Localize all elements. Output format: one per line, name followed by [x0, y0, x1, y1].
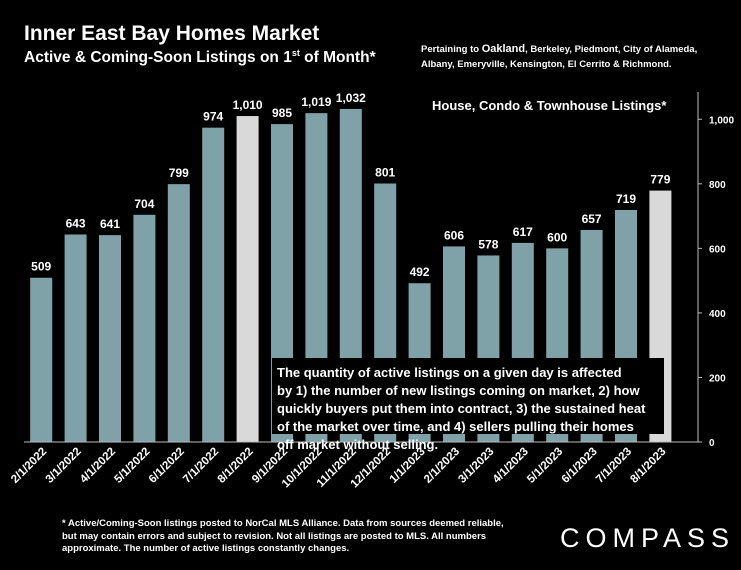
chart-subtitle: Active & Coming-Soon Listings on 1st of … [24, 48, 376, 67]
annotation-line: quickly buyers put them into contract, 3… [277, 401, 646, 416]
bar-6/1/2022 [167, 184, 190, 442]
x-tick-label: 3/1/2023 [456, 446, 496, 486]
note-city: Oakland [481, 43, 526, 55]
bar-2/1/2022 [30, 277, 53, 442]
compass-logo: COMPASS [560, 523, 736, 553]
y-tick-label: 800 [709, 180, 726, 191]
note-rest: , Berkeley, Piedmont, City of Alameda, A… [421, 44, 698, 70]
bar-value-label: 985 [272, 106, 292, 120]
coverage-note: Pertaining to Oakland, Berkeley, Piedmon… [421, 42, 726, 72]
y-tick-label: 600 [709, 244, 726, 255]
legend-label: House, Condo & Townhouse Listings* [432, 98, 667, 113]
bar-value-label: 719 [616, 192, 636, 206]
bar-value-label: 578 [478, 237, 498, 251]
bar-value-label: 1,019 [301, 95, 331, 109]
bar-chart: 509 2/1/2022 643 3/1/2022 641 4/1/2022 704 5/1/… [9, 91, 734, 490]
annotation-box [272, 358, 664, 434]
bar-5/1/2022 [133, 214, 156, 442]
footnote: * Active/Coming-Soon listings posted to … [62, 518, 504, 554]
x-tick-label: 8/1/2022 [216, 446, 256, 486]
x-tick-label: 3/1/2022 [44, 446, 84, 486]
bar-value-label: 801 [375, 165, 395, 179]
x-tick-label: 6/1/2022 [147, 446, 187, 486]
y-tick-label: 400 [709, 309, 726, 320]
x-tick-label: 7/1/2022 [181, 446, 221, 486]
y-tick-label: 0 [709, 438, 715, 449]
subtitle-main: Active & Coming-Soon Listings on 1 [24, 49, 292, 67]
note-prefix: Pertaining to [421, 44, 482, 55]
bar-value-label: 641 [100, 217, 120, 231]
bar-value-label: 617 [513, 225, 533, 239]
x-tick-label: 8/1/2023 [628, 446, 668, 486]
x-tick-label: 7/1/2023 [594, 446, 634, 486]
bar-value-label: 492 [410, 265, 430, 279]
bar-value-label: 643 [66, 216, 86, 230]
bar-value-label: 974 [203, 110, 223, 124]
x-tick-label: 5/1/2022 [112, 446, 152, 486]
chart-title: Inner East Bay Homes Market [24, 22, 320, 45]
annotation-line: of the market over time, and 4) sellers … [277, 419, 634, 434]
bar-value-label: 779 [650, 173, 670, 187]
bar-7/1/2022 [202, 127, 225, 442]
bar-8/1/2022 [236, 116, 259, 442]
annotation-line: The quantity of active listings on a giv… [277, 365, 622, 380]
subtitle-superscript: st [291, 48, 300, 58]
annotation-line: off market without selling. [277, 437, 438, 452]
bar-value-label: 1,032 [336, 91, 366, 105]
bar-3/1/2022 [64, 234, 87, 442]
subtitle-tail: of Month* [299, 49, 376, 67]
bar-value-label: 606 [444, 228, 464, 242]
annotation-line: by 1) the number of new listings coming … [277, 383, 640, 398]
y-tick-label: 1,000 [709, 115, 734, 126]
bar-value-label: 799 [169, 166, 189, 180]
annotation-text: The quantity of active listings on a giv… [277, 365, 646, 452]
x-tick-label: 5/1/2023 [525, 446, 565, 486]
bar-4/1/2022 [99, 235, 121, 442]
bar-value-label: 600 [547, 230, 567, 244]
x-tick-label: 4/1/2022 [78, 446, 118, 486]
bar-value-label: 657 [582, 212, 602, 226]
x-tick-label: 4/1/2023 [491, 446, 531, 486]
x-tick-label: 2/1/2022 [9, 446, 49, 486]
bar-value-label: 1,010 [233, 98, 263, 112]
x-tick-label: 6/1/2023 [560, 446, 600, 486]
y-tick-label: 200 [709, 373, 726, 384]
bar-value-label: 509 [31, 260, 51, 274]
bar-value-label: 704 [134, 197, 154, 211]
